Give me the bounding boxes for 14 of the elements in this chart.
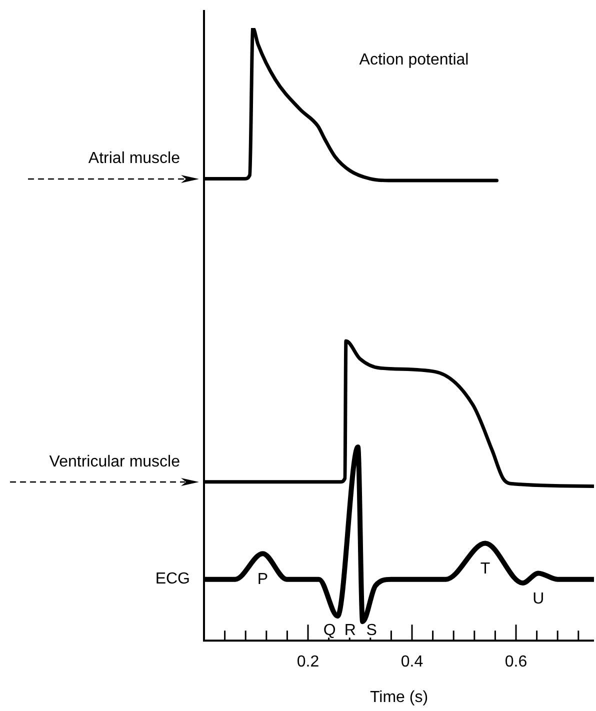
annotation: S: [366, 622, 377, 640]
annotation: Action potential: [359, 51, 469, 68]
annotation: T: [480, 560, 490, 578]
series-label: Ventricular muscle: [49, 453, 180, 470]
x-tick-label: 0.2: [296, 654, 320, 671]
annotation: U: [532, 590, 544, 608]
series-label: Atrial muscle: [88, 150, 180, 168]
x-tick-label: 0.6: [504, 654, 528, 671]
x-tick-label: 0.4: [400, 654, 424, 671]
x-axis-title: Time (s): [370, 688, 428, 706]
annotation: P: [257, 571, 268, 588]
series-label: ECG: [155, 570, 190, 588]
annotation: Q: [323, 622, 336, 640]
annotation: R: [344, 622, 356, 640]
